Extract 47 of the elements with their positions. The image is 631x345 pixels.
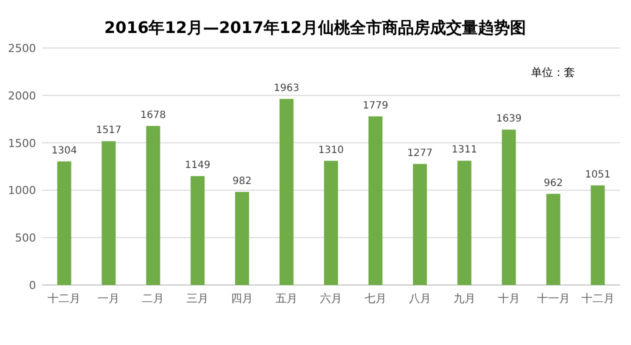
y-tick-label: 1000 [8,184,36,198]
x-tick-label: 一月 [98,292,120,305]
y-tick-label: 2500 [8,42,36,55]
data-label: 1149 [184,160,210,172]
data-label: 1639 [496,114,522,125]
bar [280,98,294,285]
x-tick-label: 二月 [142,292,164,305]
x-tick-label: 八月 [408,292,431,305]
data-label: 1051 [585,169,610,180]
bar [57,161,72,285]
bar [190,176,205,285]
x-tick-label: 五月 [276,292,298,305]
x-tick-label: 十月 [498,292,520,305]
chart-title: 2016年12月—2017年12月仙桃全市商品房成交量趋势图 [104,18,526,37]
data-label: 1277 [407,148,433,159]
data-label: 1779 [362,100,388,112]
data-label: 982 [232,176,252,187]
bar [546,194,560,285]
y-tick-label: 2000 [8,89,36,102]
bar [146,126,160,285]
data-label: 1517 [96,125,122,136]
data-label: 1678 [140,110,166,121]
x-tick-label: 十二月 [48,292,81,305]
bar [324,160,338,285]
x-tick-label: 三月 [186,292,209,305]
x-tick-label: 十一月 [536,292,570,305]
bar [457,160,472,285]
bar [368,116,382,285]
data-label: 1304 [52,145,77,156]
x-tick-label: 四月 [231,292,254,305]
data-label: 962 [544,178,563,189]
x-tick-label: 九月 [453,292,476,305]
bar [502,130,516,285]
data-label: 1310 [318,144,344,156]
y-tick-label: 500 [15,232,36,245]
annotation: 单位：套 [531,66,575,79]
x-tick-label: 七月 [364,292,386,305]
bar [235,192,250,285]
bar [590,185,605,285]
bar [412,164,427,285]
x-tick-label: 六月 [320,292,342,305]
x-tick-label: 十二月 [581,292,614,305]
data-label: 1311 [452,144,478,156]
y-tick-label: 1500 [8,136,36,150]
data-label: 1963 [274,82,300,94]
y-tick-label: 0 [29,279,36,292]
bar [102,141,116,285]
